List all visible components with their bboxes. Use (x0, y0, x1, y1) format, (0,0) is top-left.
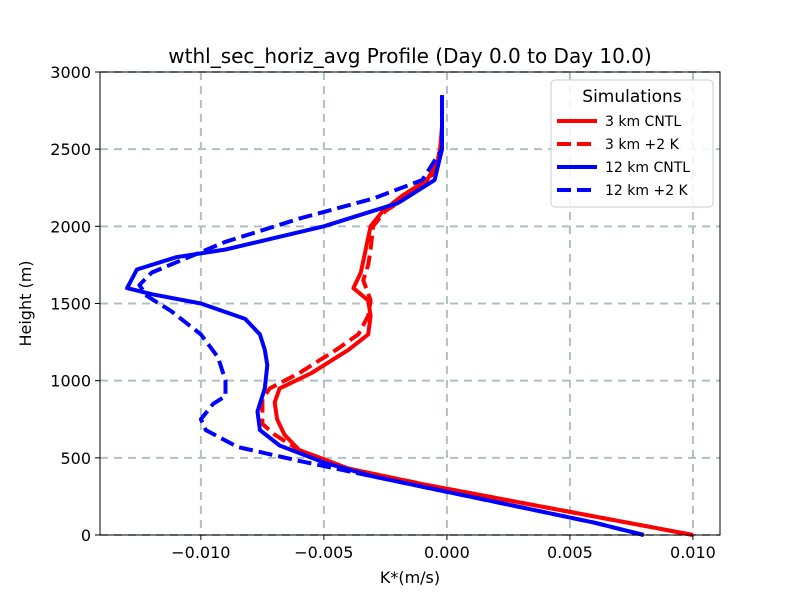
x-axis-label: K*(m/s) (380, 568, 440, 587)
legend-label: 3 km CNTL (605, 114, 681, 130)
x-tick-label: −0.010 (171, 543, 230, 562)
series-line-3-km-2-k (260, 95, 694, 537)
legend-label: 12 km CNTL (605, 160, 690, 176)
y-axis-label: Height (m) (16, 260, 35, 346)
y-tick-label: 500 (60, 449, 91, 468)
legend-box (550, 79, 714, 208)
x-tick-label: 0.010 (670, 543, 716, 562)
y-tick-label: 1500 (50, 295, 91, 314)
series-line-12-km-2-k (137, 95, 645, 537)
x-tick-label: 0.005 (547, 543, 593, 562)
y-tick-label: 1000 (50, 372, 91, 391)
x-tick-label: 0.000 (424, 543, 470, 562)
x-tick-label: −0.005 (294, 543, 353, 562)
y-tick-label: 0 (81, 526, 91, 545)
legend-title: Simulations (582, 87, 682, 107)
legend-label: 3 km +2 K (605, 137, 680, 153)
y-tick-label: 2000 (50, 217, 91, 236)
chart-title: wthl_sec_horiz_avg Profile (Day 0.0 to D… (168, 44, 651, 68)
y-tick-label: 2500 (50, 140, 91, 159)
axis-ticks: −0.010 −0.005 0.000 0.005 0.010 0 500 1000 1500 2… (50, 63, 716, 562)
series-group (125, 95, 694, 537)
y-tick-label: 3000 (50, 63, 91, 82)
series-line-12-km-cntl (125, 95, 645, 537)
legend-label: 12 km +2 K (605, 183, 689, 199)
legend: Simulations 3 km CNTL 3 km +2 K 12 km CNTL 1… (550, 79, 714, 208)
